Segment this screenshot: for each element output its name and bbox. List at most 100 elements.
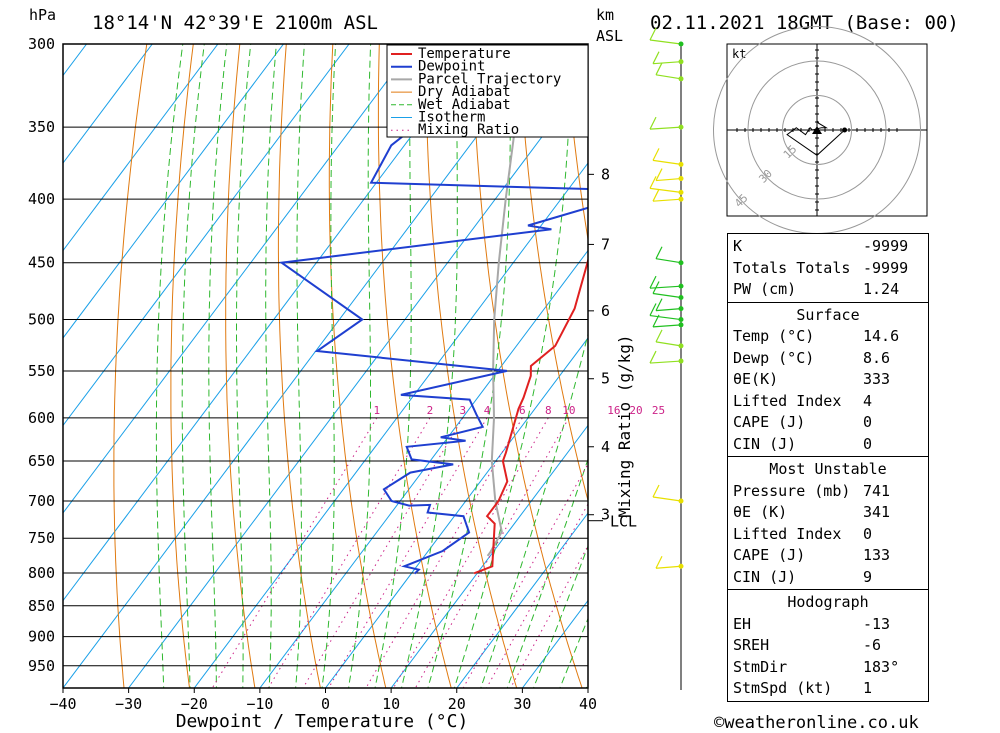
index-label: CIN (J) (733, 567, 797, 586)
indices-hodograph: Hodograph EH -13 SREH -6 StmDir 183° StmSpd (k… (728, 590, 928, 701)
mixing-ratio-label: 8 (545, 404, 552, 417)
index-value: 333 (863, 370, 891, 388)
dry-adiabat-line (518, 44, 588, 503)
pressure-tick-label: 950 (28, 657, 55, 675)
pressure-tick-label: 350 (28, 118, 55, 136)
mixing-ratio-label: 1 (373, 404, 380, 417)
index-row: Totals Totals -9999 (728, 258, 928, 280)
index-row: CIN (J) 9 (728, 567, 928, 589)
index-label: CAPE (J) (733, 546, 806, 564)
index-label: SREH (733, 636, 770, 654)
x-tick-label: 40 (579, 695, 597, 713)
pressure-tick-label: 900 (28, 628, 55, 646)
wet-adiabat-line (427, 44, 511, 688)
legend-label: Temperature (418, 46, 511, 62)
wet-adiabat-line (236, 44, 252, 688)
index-value: 9 (863, 567, 873, 586)
indices-basic: K -9999 Totals Totals -9999 PW (cm) 1.24 (728, 234, 928, 303)
isotherm-line (63, 44, 481, 602)
index-value: 0 (863, 524, 873, 543)
index-label: PW (cm) (733, 280, 797, 298)
wind-barb (649, 350, 684, 364)
storm-motion-marker (812, 126, 822, 134)
km-tick-label: 7 (601, 235, 610, 253)
legend-label: Dewpoint (418, 59, 485, 75)
wind-barb (649, 303, 684, 323)
index-row: StmSpd (kt) 1 (728, 678, 928, 700)
index-value: 183° (863, 657, 900, 676)
wind-barb (649, 116, 684, 130)
wind-barb (652, 281, 684, 301)
wind-barb (652, 51, 684, 65)
pressure-tick-label: 850 (28, 597, 55, 615)
km-tick-label: 6 (601, 302, 610, 320)
index-label: CAPE (J) (733, 413, 806, 431)
mixing-ratio-line (328, 417, 488, 688)
index-value: 1 (863, 679, 873, 697)
wet-adiabat-line (532, 544, 588, 688)
pressure-tick-label: 600 (28, 409, 55, 427)
legend-label: Wet Adiabat (418, 97, 511, 113)
wind-barb (655, 62, 684, 82)
mixing-ratio-line (486, 503, 588, 688)
index-value: -13 (863, 614, 891, 633)
index-row: StmDir 183° (728, 657, 928, 679)
wind-barb (649, 275, 684, 289)
x-tick-label: −40 (49, 695, 76, 713)
wet-adiabat-line (506, 457, 588, 688)
index-row: Lifted Index 0 (728, 524, 928, 546)
isotherm-line (63, 44, 547, 688)
km-label: km (596, 6, 614, 24)
index-row: θE(K) 333 (728, 369, 928, 391)
mixing-ratio-label: 20 (629, 404, 642, 417)
index-row: CIN (J) 0 (728, 434, 928, 456)
pressure-tick-label: 700 (28, 492, 55, 510)
index-label: CIN (J) (733, 434, 797, 453)
legend-label: Mixing Ratio (418, 122, 519, 138)
index-value: 4 (863, 391, 873, 410)
dewpoint-line (278, 44, 588, 575)
wind-barb (652, 314, 684, 328)
index-value: -9999 (863, 258, 909, 277)
wet-adiabat-line (265, 44, 277, 688)
isotherm-line (63, 44, 350, 427)
index-label: EH (733, 614, 752, 633)
index-row: K -9999 (728, 236, 928, 258)
hodo-trace-line (786, 120, 845, 156)
x-tick-label: 10 (382, 695, 400, 713)
x-tick-label: −10 (246, 695, 273, 713)
isotherm-line (325, 337, 588, 688)
pressure-tick-label: 400 (28, 190, 55, 208)
isotherm-line (0, 44, 21, 688)
index-value: 341 (863, 503, 891, 521)
index-value: -9999 (863, 237, 909, 255)
index-label: Totals Totals (733, 258, 851, 277)
x-tick-label: 30 (513, 695, 531, 713)
isotherm-line (390, 424, 588, 688)
temperature-line (473, 257, 588, 575)
hodograph-title: Hodograph (787, 593, 869, 611)
wind-barb (652, 484, 684, 504)
mixing-ratio-label: 25 (652, 404, 665, 417)
wind-barb (655, 168, 684, 182)
isotherm-line (63, 44, 153, 164)
mixing-ratio-label: 10 (562, 404, 575, 417)
mixing-ratio-line (462, 462, 588, 688)
mixing-ratio-label: 4 (484, 404, 491, 417)
mixing-ratio-line (302, 417, 464, 688)
index-value: -6 (863, 636, 882, 654)
km-tick-label: 4 (601, 438, 610, 456)
mixing-ratio-label: 6 (519, 404, 526, 417)
wet-adiabat-line (348, 44, 372, 688)
isotherm-line (259, 249, 588, 688)
dry-adiabat-line (564, 44, 588, 243)
index-label: StmDir (733, 657, 788, 676)
pressure-tick-label: 300 (28, 35, 55, 53)
wet-adiabat-line (559, 617, 588, 688)
isotherm-line (128, 74, 588, 688)
index-value: 0 (863, 434, 873, 453)
wet-adiabat-line (374, 44, 412, 688)
index-label: Lifted Index (733, 524, 842, 543)
